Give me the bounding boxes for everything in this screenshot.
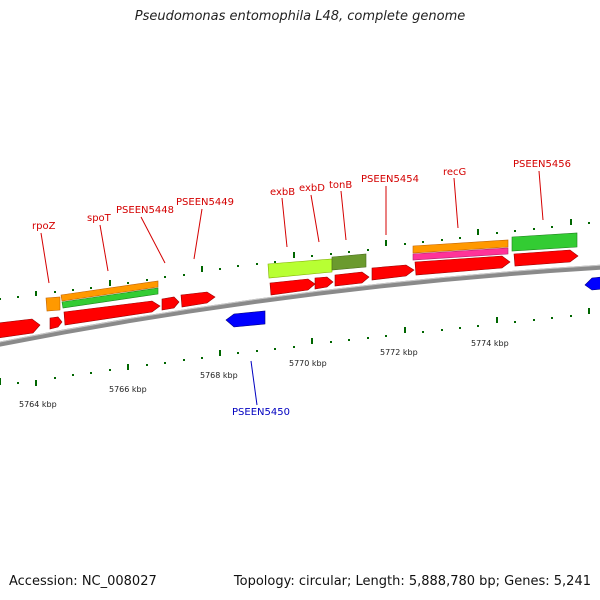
label-leader-blue xyxy=(250,360,258,406)
gene-arrow[interactable] xyxy=(414,255,511,276)
gene-label-tonb[interactable]: tonB xyxy=(329,180,352,191)
gene-label-pseen5449[interactable]: PSEEN5449 xyxy=(176,197,234,208)
category-bar-orange xyxy=(412,239,509,254)
ruler-label: 5772 kbp xyxy=(380,348,418,357)
gene-label-rpoz[interactable]: rpoZ xyxy=(32,221,56,232)
gene-arrow[interactable] xyxy=(334,271,370,287)
category-bar-lime xyxy=(267,258,333,279)
gene-arrow[interactable] xyxy=(180,291,216,308)
gene-label-pseen5450[interactable]: PSEEN5450 xyxy=(232,407,290,418)
gene-label-exbb[interactable]: exbB xyxy=(270,187,295,198)
ruler-label: 5764 kbp xyxy=(19,400,57,409)
forward-genes xyxy=(0,249,579,339)
gene-label-pseen5454[interactable]: PSEEN5454 xyxy=(361,174,419,185)
gene-arrow[interactable] xyxy=(584,276,600,291)
genome-title: Pseudomonas entomophila L48, complete ge… xyxy=(134,9,466,24)
gene-arrow[interactable] xyxy=(161,296,180,311)
accession-text: Accession: NC_008027 xyxy=(9,574,157,589)
category-track xyxy=(45,232,578,312)
gene-arrow[interactable] xyxy=(314,276,334,290)
lower-tick-track xyxy=(0,308,590,386)
gene-arrow[interactable] xyxy=(269,278,316,296)
category-bar-green xyxy=(511,232,578,252)
reverse-genes xyxy=(225,276,600,328)
genome-summary-text: Topology: circular; Length: 5,888,780 bp… xyxy=(233,574,591,589)
ruler-label: 5768 kbp xyxy=(200,371,238,380)
gene-arrow[interactable] xyxy=(63,300,161,326)
ruler-label: 5766 kbp xyxy=(109,385,147,394)
gene-arrow[interactable] xyxy=(49,316,63,330)
gene-arrow[interactable] xyxy=(0,318,41,339)
category-bar-magenta xyxy=(412,247,509,261)
gene-label-pseen5456[interactable]: PSEEN5456 xyxy=(513,159,571,170)
category-bar-orange xyxy=(45,296,61,312)
label-leaders xyxy=(40,170,544,284)
category-bar-green xyxy=(61,287,159,309)
category-bar-olive xyxy=(331,253,367,271)
gene-arrow[interactable] xyxy=(225,310,266,328)
gene-label-spot[interactable]: spoT xyxy=(87,213,112,224)
genome-backbone xyxy=(0,264,600,347)
gene-arrow[interactable] xyxy=(513,249,579,267)
ruler-label: 5770 kbp xyxy=(289,359,327,368)
gene-label-pseen5448[interactable]: PSEEN5448 xyxy=(116,205,174,216)
upper-tick-track xyxy=(0,219,590,300)
ruler-label: 5774 kbp xyxy=(471,339,509,348)
category-bar-orange xyxy=(60,280,159,302)
gene-arrow[interactable] xyxy=(371,264,415,281)
gene-label-recg[interactable]: recG xyxy=(443,167,466,178)
gene-label-exbd[interactable]: exbD xyxy=(299,183,325,194)
